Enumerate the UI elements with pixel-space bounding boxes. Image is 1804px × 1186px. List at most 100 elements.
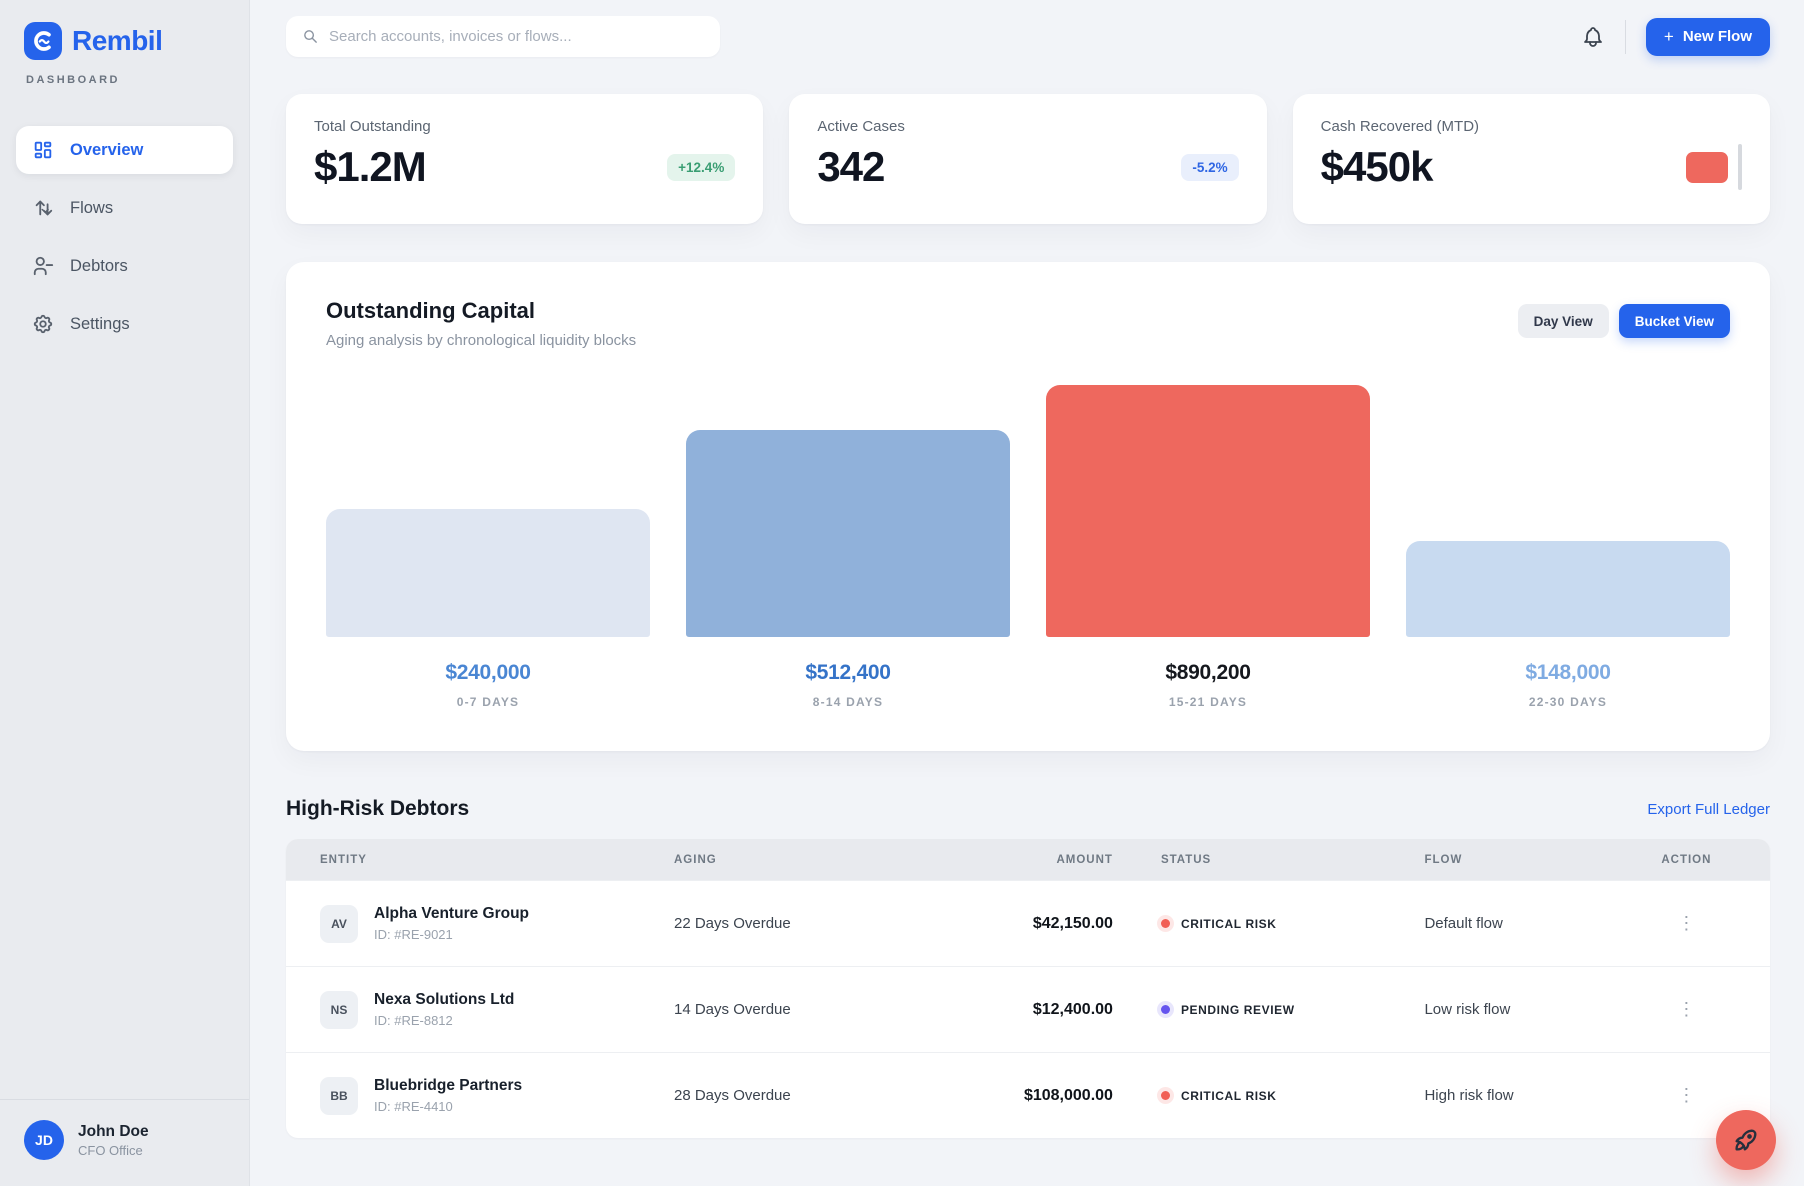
bar-0-7-days[interactable] — [326, 509, 650, 637]
bar-column-15-21-days: $890,200 15-21 DAYS — [1046, 385, 1370, 709]
kpi-label: Total Outstanding — [314, 118, 431, 135]
chart-title: Outstanding Capital — [326, 298, 535, 323]
bar-value-label: $890,200 — [1165, 661, 1251, 684]
new-flow-button[interactable]: + New Flow — [1645, 17, 1770, 56]
avatar: JD — [24, 1120, 64, 1160]
status-badge: CRITICAL RISK — [1113, 917, 1425, 931]
quick-action-fab[interactable] — [1716, 1110, 1776, 1170]
entity-name: Alpha Venture Group — [374, 905, 530, 922]
table-row[interactable]: NS Nexa Solutions Ltd ID: #RE-8812 14 Da… — [286, 966, 1770, 1052]
bar-value-label: $148,000 — [1525, 661, 1611, 684]
column-header-aging: AGING — [674, 853, 717, 866]
rocket-icon — [1735, 1129, 1757, 1151]
entity-id: ID: #RE-8812 — [374, 1013, 453, 1028]
sidebar-item-debtors[interactable]: Debtors — [16, 242, 233, 290]
bucket-view-button[interactable]: Bucket View — [1618, 304, 1730, 338]
day-view-button[interactable]: Day View — [1517, 304, 1609, 338]
bar-category-label: 0-7 DAYS — [456, 695, 520, 709]
entity-id: ID: #RE-9021 — [374, 927, 453, 942]
sidebar-item-label: Flows — [70, 198, 114, 217]
sidebar-item-label: Settings — [70, 314, 130, 333]
bar-22-30-days[interactable] — [1406, 541, 1730, 637]
outstanding-capital-card: Outstanding Capital Aging analysis by ch… — [286, 262, 1770, 751]
user-minus-icon — [32, 255, 54, 277]
bell-icon — [1583, 26, 1602, 47]
gear-icon — [32, 313, 54, 335]
kpi-row: Total Outstanding $1.2M +12.4% Active Ca… — [286, 94, 1770, 224]
bar-category-label: 8-14 DAYS — [812, 695, 884, 709]
amount-cell: $42,150.00 — [1032, 914, 1113, 932]
sidebar-item-label: Debtors — [70, 256, 128, 275]
user-role: CFO Office — [78, 1142, 143, 1158]
sidebar-item-flows[interactable]: Flows — [16, 184, 233, 232]
brand: Rembil DASHBOARD — [0, 0, 249, 86]
status-badge: PENDING REVIEW — [1113, 1003, 1425, 1017]
sidebar-item-settings[interactable]: Settings — [16, 300, 233, 348]
chart-subtitle: Aging analysis by chronological liquidit… — [326, 332, 637, 349]
plus-icon: + — [1663, 26, 1674, 46]
bar-15-21-days[interactable] — [1046, 385, 1370, 637]
dashboard-grid-icon — [32, 139, 54, 161]
kpi-trend-badge: -5.2% — [1181, 153, 1239, 181]
sidebar: Rembil DASHBOARD Overview Flows — [0, 0, 250, 1186]
bar-column-22-30-days: $148,000 22-30 DAYS — [1406, 385, 1730, 709]
brand-name: Rembil — [72, 25, 163, 56]
bar-value-label: $240,000 — [445, 661, 531, 684]
bar-column-8-14-days: $512,400 8-14 DAYS — [686, 385, 1010, 709]
kpi-card-total-outstanding: Total Outstanding $1.2M +12.4% — [286, 94, 764, 224]
sidebar-item-overview[interactable]: Overview — [16, 126, 233, 174]
aging-bar-chart: $240,000 0-7 DAYS $512,400 8-14 DAYS $89… — [326, 385, 1730, 709]
entity-avatar: BB — [320, 1076, 358, 1115]
aging-cell: 14 Days Overdue — [674, 1001, 791, 1018]
bar-8-14-days[interactable] — [686, 430, 1010, 637]
sidebar-nav: Overview Flows Debtors — [0, 86, 249, 348]
rembil-logo-icon — [24, 22, 62, 60]
flow-cell: Low risk flow — [1424, 1001, 1511, 1018]
entity-avatar: NS — [320, 990, 358, 1029]
arrows-up-down-icon — [32, 197, 54, 219]
column-header-action: ACTION — [1661, 853, 1712, 866]
entity-name: Nexa Solutions Ltd — [374, 991, 515, 1008]
bar-column-0-7-days: $240,000 0-7 DAYS — [326, 385, 650, 709]
sparkline-cursor — [1738, 144, 1742, 190]
main-content: + New Flow Total Outstanding $1.2M +12.4… — [250, 0, 1804, 1186]
kpi-label: Active Cases — [817, 118, 905, 135]
kpi-card-active-cases: Active Cases 342 -5.2% — [789, 94, 1267, 224]
aging-cell: 22 Days Overdue — [674, 915, 791, 932]
row-menu-button[interactable]: ⋮ — [1677, 998, 1696, 1019]
amount-cell: $12,400.00 — [1032, 1000, 1113, 1018]
divider — [1624, 19, 1626, 54]
kpi-trend-badge: +12.4% — [667, 153, 736, 181]
flow-cell: High risk flow — [1424, 1087, 1514, 1104]
kpi-value: $450k — [1320, 143, 1434, 190]
notifications-button[interactable] — [1581, 25, 1605, 49]
row-menu-button[interactable]: ⋮ — [1677, 912, 1696, 933]
row-menu-button[interactable]: ⋮ — [1677, 1084, 1696, 1105]
high-risk-debtors-table: ENTITY AGING AMOUNT STATUS FLOW ACTION A… — [286, 839, 1770, 1138]
search-input[interactable] — [329, 28, 704, 45]
flow-cell: Default flow — [1424, 915, 1503, 932]
kpi-card-cash-recovered: Cash Recovered (MTD) $450k — [1292, 94, 1770, 224]
table-header-row: ENTITY AGING AMOUNT STATUS FLOW ACTION — [286, 839, 1770, 880]
topbar: + New Flow — [286, 16, 1770, 57]
user-name: John Doe — [78, 1122, 149, 1140]
column-header-flow: FLOW — [1424, 853, 1463, 866]
brand-tagline: DASHBOARD — [26, 74, 120, 86]
mini-sparkline — [1686, 144, 1742, 190]
user-profile[interactable]: JD John Doe CFO Office — [0, 1099, 249, 1186]
amount-cell: $108,000.00 — [1023, 1086, 1113, 1104]
entity-id: ID: #RE-4410 — [374, 1099, 453, 1114]
kpi-label: Cash Recovered (MTD) — [1320, 118, 1480, 135]
bar-value-label: $512,400 — [805, 661, 891, 684]
status-dot-icon — [1160, 1091, 1170, 1100]
column-header-entity: ENTITY — [320, 853, 367, 866]
table-row[interactable]: BB Bluebridge Partners ID: #RE-4410 28 D… — [286, 1052, 1770, 1138]
entity-avatar: AV — [320, 904, 358, 943]
bar-category-label: 15-21 DAYS — [1168, 695, 1248, 709]
table-row[interactable]: AV Alpha Venture Group ID: #RE-9021 22 D… — [286, 880, 1770, 966]
search-bar[interactable] — [286, 16, 720, 57]
kpi-value: $1.2M — [314, 143, 427, 190]
view-toggle-group: Day View Bucket View — [1517, 304, 1730, 338]
export-full-ledger-link[interactable]: Export Full Ledger — [1647, 800, 1770, 818]
aging-cell: 28 Days Overdue — [674, 1087, 791, 1104]
